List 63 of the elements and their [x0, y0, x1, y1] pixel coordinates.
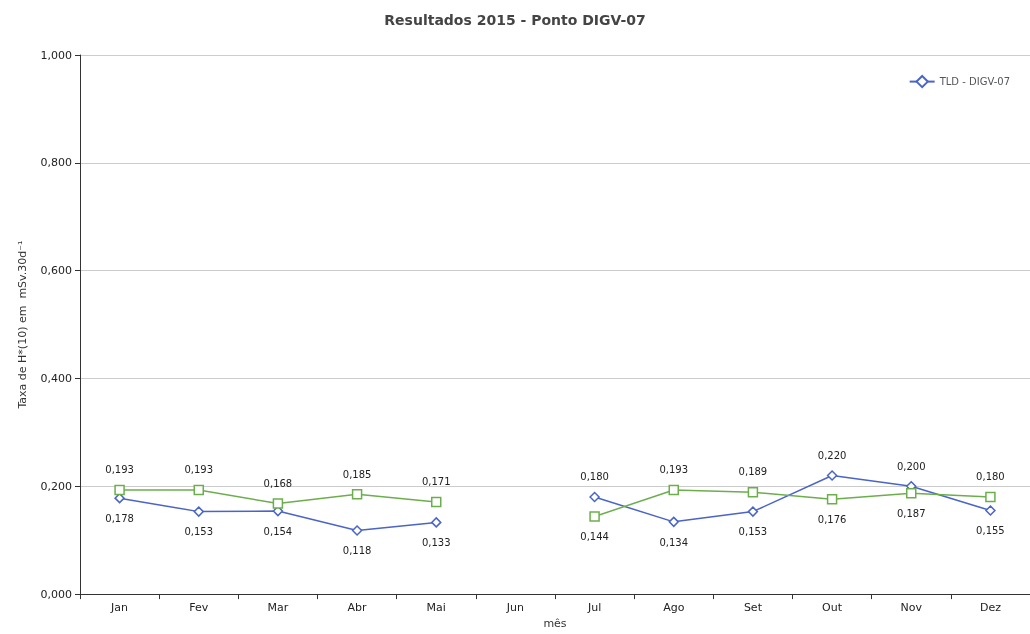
data-label: 0,185 [342, 468, 372, 480]
x-tick-label: Out [822, 601, 843, 615]
y-axis-title: Taxa de H*(10) em mSv.30d⁻¹ [16, 240, 29, 410]
data-label: 0,193 [659, 464, 689, 476]
y-tick-label: 0,400 [40, 371, 72, 385]
data-label: 0,118 [342, 545, 372, 557]
x-tick-label: Jul [586, 601, 602, 615]
point [826, 493, 838, 505]
data-label: 0,134 [659, 536, 689, 548]
data-label: 0,155 [976, 525, 1005, 537]
y-tick-label: 0,000 [40, 587, 72, 601]
data-label: 0,220 [817, 449, 847, 461]
data-label: 0,193 [105, 464, 134, 476]
point [431, 517, 442, 528]
x-tick-label: Fev [189, 601, 209, 615]
y-tick-label: 0,600 [40, 264, 72, 278]
data-label: 0,133 [421, 537, 451, 549]
point [985, 491, 996, 503]
point [985, 505, 996, 516]
x-tick-label: Dez [979, 601, 1002, 615]
data-label: 0,153 [184, 526, 214, 538]
x-tick-label: Mai [426, 601, 446, 615]
x-tick-label: Mar [267, 601, 289, 615]
point [747, 486, 759, 498]
point [668, 516, 679, 528]
point [589, 491, 600, 503]
data-label: 0,189 [738, 466, 768, 478]
data-label: 0,168 [263, 477, 293, 489]
x-tick-label: Jan [110, 601, 129, 615]
data-label: 0,176 [817, 513, 847, 525]
x-tick-label: Nov [900, 601, 923, 615]
x-tick-label: Ago [663, 601, 685, 615]
y-tick-label: 0,200 [40, 479, 72, 493]
data-label: 0,193 [184, 464, 214, 476]
point [114, 484, 125, 496]
point [272, 498, 284, 509]
y-tick-label: 1,000 [40, 48, 72, 62]
data-label: 0,180 [580, 471, 609, 483]
data-label: 0,200 [896, 460, 926, 472]
point [906, 488, 917, 499]
x-tick-label: Set [743, 601, 763, 615]
data-label: 0,187 [896, 508, 926, 520]
point [351, 489, 363, 500]
point [351, 525, 363, 536]
point [193, 506, 204, 517]
x-tick-label: Abr [347, 601, 368, 615]
point [747, 506, 759, 517]
y-tick-label: 0,800 [40, 156, 72, 170]
point [589, 511, 600, 522]
data-label: 0,154 [263, 525, 293, 537]
x-axis-title: mês [543, 617, 567, 630]
legend-label: TLD - DIGV-07 [938, 76, 1011, 88]
point [193, 484, 204, 496]
x-tick-label: Jun [505, 601, 525, 615]
data-label: 0,144 [580, 531, 609, 543]
point [668, 484, 679, 496]
point [826, 470, 838, 481]
chart-title: Resultados 2015 - Ponto DIGV-07 [384, 12, 646, 28]
data-label: 0,171 [421, 476, 451, 488]
point [431, 496, 442, 508]
data-label: 0,178 [105, 512, 134, 524]
data-label: 0,180 [976, 471, 1005, 483]
data-label: 0,153 [738, 526, 768, 538]
